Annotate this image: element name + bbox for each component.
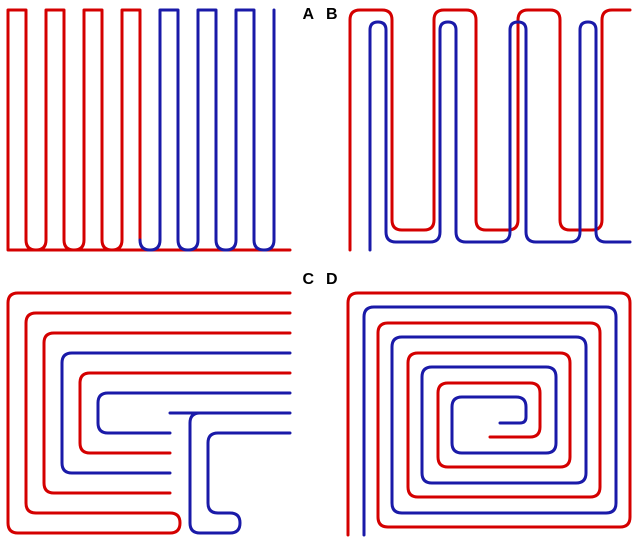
diagram-grid: A B C D [0,0,640,538]
panel-c-svg [0,283,300,538]
panel-d-svg [340,283,640,538]
panel-b-red-path [350,10,630,250]
panel-d-red-path [348,293,630,535]
panel-c-blue-path [62,353,290,533]
label-a: A [302,6,314,24]
label-c: C [302,271,314,289]
panel-d: D [320,265,640,538]
panel-a-blue-path [140,10,274,250]
label-d: D [326,271,338,289]
panel-c: C [0,265,320,538]
panel-b-svg [340,0,640,255]
panel-d-blue-path [364,307,616,535]
panel-a: A [0,0,320,265]
panel-a-svg [0,0,300,255]
panel-a-red-path [8,10,290,250]
label-b: B [326,6,338,24]
panel-b-blue-path [370,22,630,250]
panel-b: B [320,0,640,265]
